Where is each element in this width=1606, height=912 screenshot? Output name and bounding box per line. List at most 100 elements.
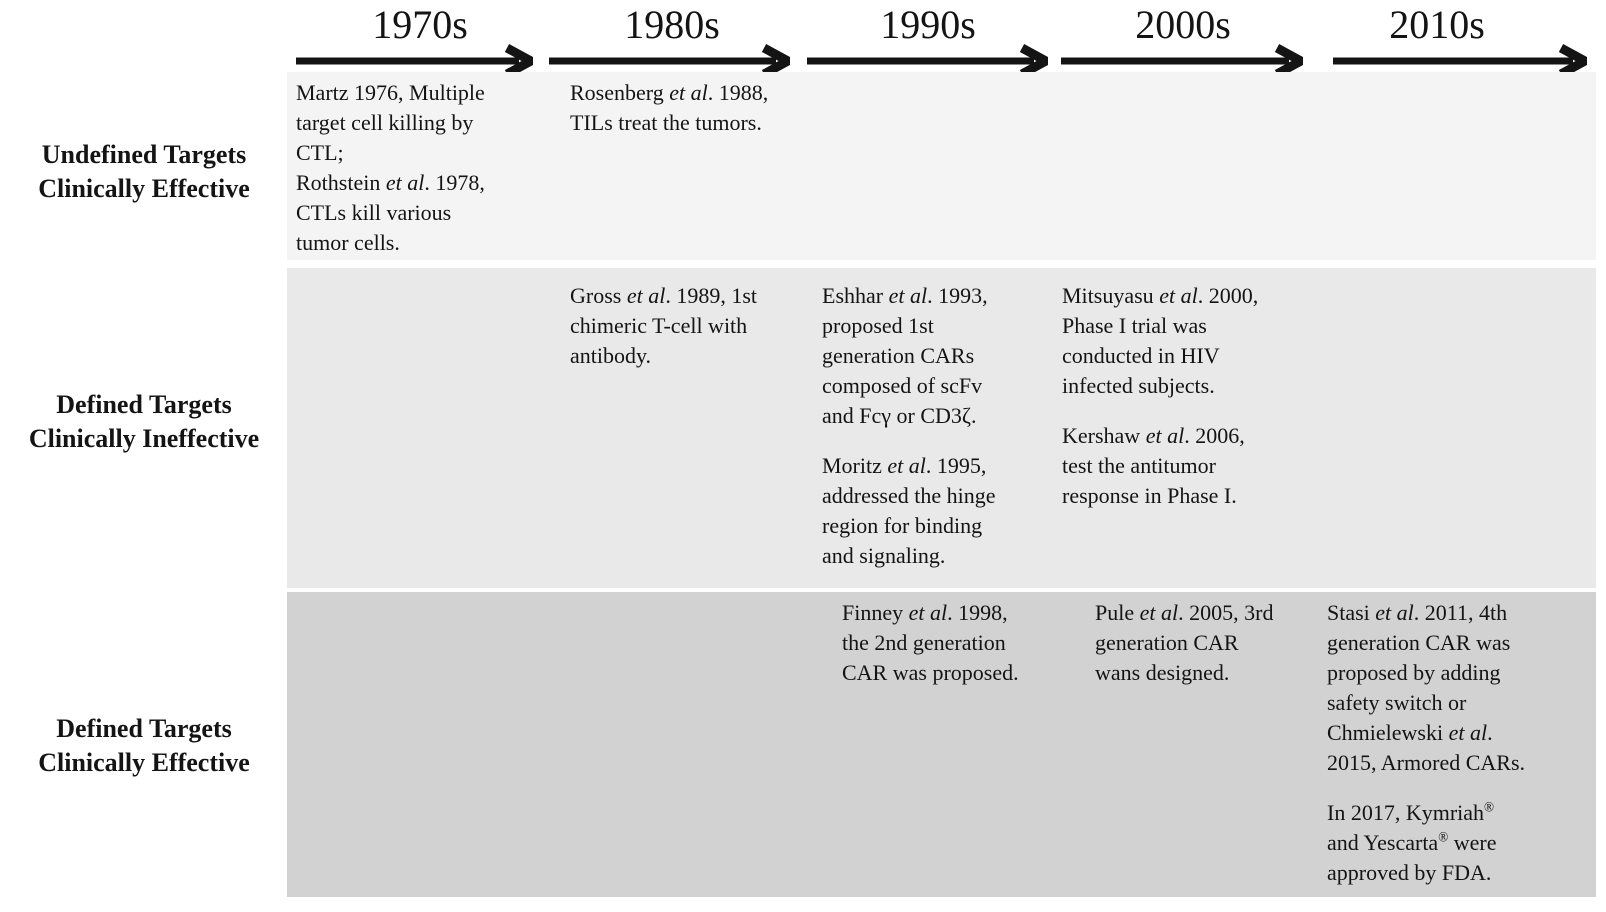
event-text-segment: . 2000, [1197, 283, 1259, 308]
timeline-event-cell: Rosenberg et al. 1988, TILs treat the tum… [570, 78, 822, 138]
event-text-segment: tumor cells. [296, 230, 400, 255]
timeline-event-cell: Eshhar et al. 1993, proposed 1st generatio… [822, 281, 1074, 571]
event-text-segment: . 1993, [927, 283, 988, 308]
event-text-segment: . 1978, [424, 170, 485, 195]
timeline-event-cell: Gross et al. 1989, 1st chimeric T-cell wi… [570, 281, 822, 371]
event-text-segment: et al [669, 80, 708, 105]
event-text-segment: target cell killing by [296, 110, 474, 135]
row-label-line: Clinically Effective [38, 748, 250, 777]
event-text-segment: conducted in HIV [1062, 343, 1220, 368]
row-label: Defined Targets Clinically Effective [0, 712, 288, 780]
event-text-segment: and signaling. [822, 543, 946, 568]
event-text-segment: et al [626, 283, 666, 308]
decade-arrow [1332, 44, 1595, 78]
timeline-event-cell: Martz 1976, Multiple target cell killing … [296, 78, 548, 258]
event-text-segment: et al [1448, 720, 1488, 745]
event-text-segment: . 2005, 3rd [1178, 600, 1274, 625]
event-text-segment: Gross [570, 283, 627, 308]
timeline-arrow-icon [807, 44, 1056, 78]
event-text-segment: TILs treat the tumors. [570, 110, 762, 135]
timeline-event-cell: Mitsuyasu et al. 2000, Phase I trial was c… [1062, 281, 1314, 511]
event-text-segment: ® [1438, 829, 1449, 845]
row-band [287, 268, 1596, 588]
row-label: Undefined Targets Clinically Effective [0, 138, 288, 206]
event-paragraph: Finney et al. 1998, the 2nd generation CAR… [842, 598, 1094, 688]
decade-arrow [295, 44, 541, 78]
event-paragraph: Moritz et al. 1995, addressed the hinge re… [822, 451, 1074, 571]
row-label-line: Defined Targets [56, 390, 232, 419]
decade-arrow [806, 44, 1056, 78]
event-text-segment: et al [887, 453, 926, 478]
decade-arrow [548, 44, 798, 78]
event-text-segment: . [1487, 720, 1493, 745]
event-text-segment: Chmielewski [1327, 720, 1449, 745]
decade-label: 1980s [624, 2, 720, 47]
event-text-segment: et al [1139, 600, 1179, 625]
decade-label: 2000s [1135, 2, 1231, 47]
event-text-segment: safety switch or [1327, 690, 1467, 715]
row-label-line: Clinically Ineffective [28, 424, 260, 453]
event-text-segment: et al [1159, 283, 1198, 308]
row-label-line: Defined Targets [56, 714, 232, 743]
event-text-segment: In 2017, Kymriah [1327, 800, 1485, 825]
event-text-segment: . 2011, 4th [1413, 600, 1508, 625]
event-text-segment: addressed the hinge [822, 483, 996, 508]
event-text-segment: Kershaw [1062, 423, 1146, 448]
event-text-segment: . 1988, [707, 80, 769, 105]
event-text-segment: proposed 1st [822, 313, 934, 338]
event-text-segment: . 1998, [947, 600, 1008, 625]
event-text-segment: et al [908, 600, 948, 625]
decade-label: 1990s [880, 2, 976, 47]
timeline-arrow-icon [1061, 44, 1311, 78]
decade-label: 1970s [372, 2, 468, 47]
event-text-segment: ® [1484, 799, 1495, 815]
event-text-segment: Moritz [822, 453, 888, 478]
event-text-segment: Mitsuyasu [1062, 283, 1160, 308]
event-text-segment: generation CARs [822, 343, 975, 368]
event-text-segment: Rothstein [296, 170, 386, 195]
event-text-segment: Martz 1976, Multiple [296, 80, 485, 105]
event-text-segment: approved by FDA. [1327, 860, 1492, 885]
event-text-segment: generation CAR was [1327, 630, 1511, 655]
event-text-segment: the 2nd generation [842, 630, 1006, 655]
event-text-segment: CAR was proposed. [842, 660, 1019, 685]
event-paragraph: Eshhar et al. 1993, proposed 1st generatio… [822, 281, 1074, 431]
event-text-segment: test the antitumor [1062, 453, 1216, 478]
event-text-segment: antibody. [570, 343, 652, 368]
event-paragraph: Kershaw et al. 2006, test the antitumor re… [1062, 421, 1314, 511]
event-paragraph: In 2017, Kymriah® and Yescarta® were appro… [1327, 798, 1579, 888]
timeline-event-cell: Finney et al. 1998, the 2nd generation CAR… [842, 598, 1094, 688]
event-text-segment: . 1995, [925, 453, 987, 478]
event-text-segment: infected subjects. [1062, 373, 1215, 398]
event-text-segment: chimeric T-cell with [570, 313, 748, 338]
row-band [287, 72, 1596, 260]
decade-arrow [1060, 44, 1311, 78]
event-text-segment: composed of scFv [822, 373, 983, 398]
event-text-segment: region for binding [822, 513, 983, 538]
timeline-arrow-icon [296, 44, 541, 78]
event-text-segment: . 2006, [1184, 423, 1245, 448]
event-paragraph: Stasi et al. 2011, 4th generation CAR was… [1327, 598, 1579, 778]
event-text-segment: . 1989, 1st [665, 283, 758, 308]
event-text-segment: Finney [842, 600, 909, 625]
event-text-segment: wans designed. [1095, 660, 1230, 685]
event-paragraph: Pule et al. 2005, 3rd generation CAR wans … [1095, 598, 1347, 688]
event-paragraph: Martz 1976, Multiple target cell killing … [296, 78, 548, 258]
event-text-segment: Pule [1095, 600, 1140, 625]
event-text-segment: Eshhar [822, 283, 889, 308]
row-label-line: Undefined Targets [41, 140, 247, 169]
event-text-segment: proposed by adding [1327, 660, 1501, 685]
row-label: Defined Targets Clinically Ineffective [0, 388, 288, 456]
timeline-arrow-icon [549, 44, 798, 78]
event-text-segment: et al [888, 283, 928, 308]
event-text-segment: and Yescarta [1327, 830, 1439, 855]
event-paragraph: Rosenberg et al. 1988, TILs treat the tum… [570, 78, 822, 138]
row-band [287, 592, 1596, 897]
event-text-segment: et al [1375, 600, 1414, 625]
event-text-segment: were [1448, 830, 1497, 855]
timeline-event-cell: Pule et al. 2005, 3rd generation CAR wans … [1095, 598, 1347, 688]
event-text-segment: et al [1145, 423, 1185, 448]
event-text-segment: Phase I trial was [1062, 313, 1207, 338]
decade-label: 2010s [1389, 2, 1485, 47]
